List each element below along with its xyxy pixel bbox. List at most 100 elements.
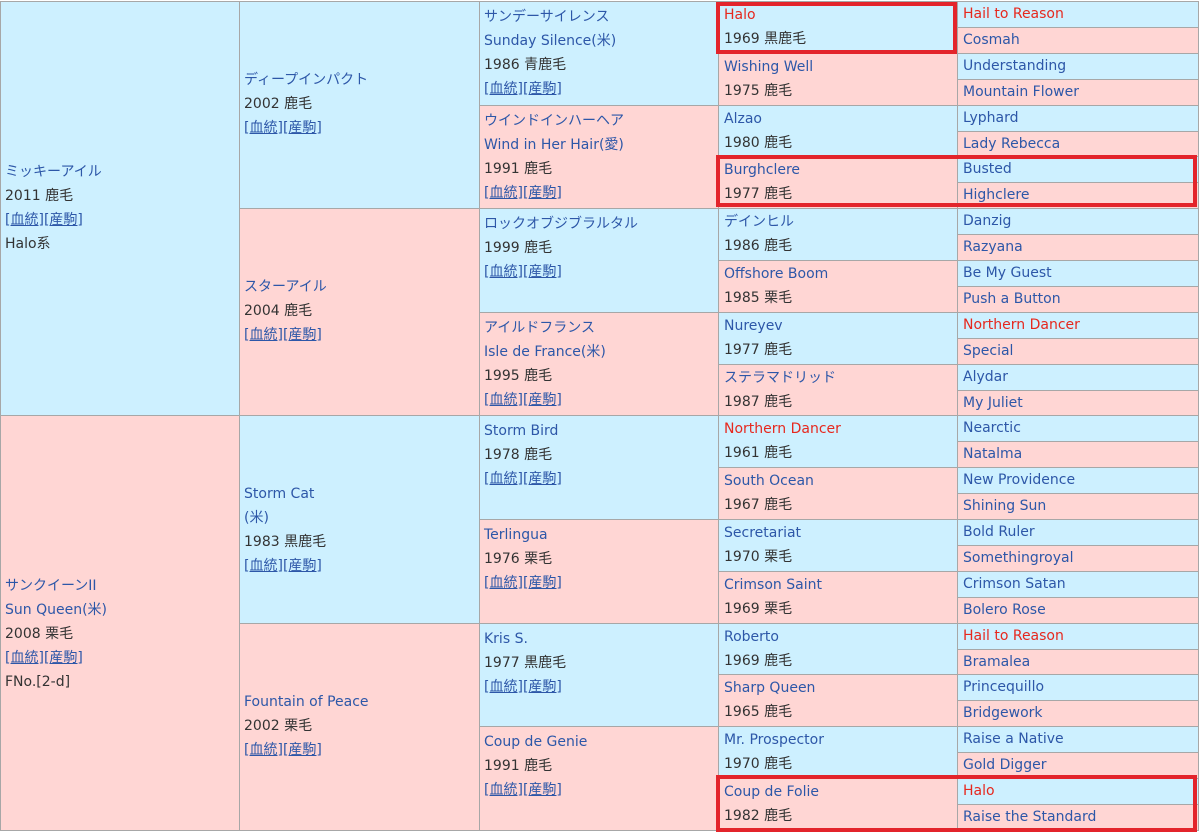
horse-name[interactable]: ディープインパクト bbox=[244, 72, 369, 88]
horse-name[interactable]: Fountain of Peace bbox=[244, 694, 369, 710]
horse-name[interactable]: Shining Sun bbox=[963, 498, 1047, 514]
horse-name[interactable]: Northern Dancer bbox=[963, 317, 1080, 333]
horse-name[interactable]: Coup de Folie bbox=[724, 784, 820, 800]
horse-name[interactable]: ステラマドリッド bbox=[724, 370, 836, 386]
horse-name[interactable]: ロックオブジブラルタル bbox=[484, 216, 638, 232]
pedigree-links: [血統][産駒] bbox=[480, 467, 718, 491]
horse-name[interactable]: My Juliet bbox=[963, 395, 1023, 411]
horse-name[interactable]: Crimson Satan bbox=[963, 576, 1066, 592]
horse-name[interactable]: Hail to Reason bbox=[963, 628, 1064, 644]
pedigree-link[interactable]: [血統] bbox=[5, 650, 44, 666]
horse-name[interactable]: Alzao bbox=[724, 111, 762, 127]
horse-name[interactable]: Storm Bird bbox=[484, 423, 559, 439]
horse-name[interactable]: Mountain Flower bbox=[963, 84, 1079, 100]
progeny-link[interactable]: [産駒] bbox=[522, 575, 562, 591]
pedigree-link[interactable]: [血統] bbox=[484, 81, 523, 97]
horse-alt-name[interactable]: Isle de France(米) bbox=[484, 344, 606, 360]
progeny-link[interactable]: [産駒] bbox=[282, 558, 322, 574]
horse-name[interactable]: スターアイル bbox=[244, 279, 327, 295]
pedigree-link[interactable]: [血統] bbox=[484, 185, 523, 201]
horse-name[interactable]: Alydar bbox=[963, 369, 1008, 385]
horse-name[interactable]: Terlingua bbox=[484, 527, 548, 543]
horse-name[interactable]: Coup de Genie bbox=[484, 734, 588, 750]
progeny-link[interactable]: [産駒] bbox=[522, 392, 562, 408]
horse-name[interactable]: Offshore Boom bbox=[724, 266, 829, 282]
horse-name[interactable]: Crimson Saint bbox=[724, 577, 822, 593]
horse-name[interactable]: Danzig bbox=[963, 213, 1012, 229]
horse-alt-name[interactable]: Wind in Her Hair(愛) bbox=[484, 137, 624, 153]
progeny-link[interactable]: [産駒] bbox=[522, 471, 562, 487]
pedigree-link[interactable]: [血統] bbox=[484, 782, 523, 798]
progeny-link[interactable]: [産駒] bbox=[282, 327, 322, 343]
pedigree-link[interactable]: [血統] bbox=[244, 327, 283, 343]
horse-name[interactable]: Bolero Rose bbox=[963, 602, 1046, 618]
progeny-link[interactable]: [産駒] bbox=[522, 679, 562, 695]
pedigree-link[interactable]: [血統] bbox=[484, 575, 523, 591]
horse-name[interactable]: Storm Cat bbox=[244, 486, 315, 502]
horse-name[interactable]: Understanding bbox=[963, 58, 1067, 74]
horse-name[interactable]: Busted bbox=[963, 161, 1012, 177]
horse-alt-name[interactable]: (米) bbox=[244, 510, 269, 526]
horse-name[interactable]: サンクイーンII bbox=[5, 578, 97, 594]
horse-name[interactable]: Nureyev bbox=[724, 318, 783, 334]
horse-name[interactable]: アイルドフランス bbox=[484, 320, 596, 336]
progeny-link[interactable]: [産駒] bbox=[43, 650, 83, 666]
horse-name[interactable]: ウインドインハーヘア bbox=[484, 113, 624, 129]
horse-name[interactable]: Bramalea bbox=[963, 654, 1031, 670]
pedigree-link[interactable]: [血統] bbox=[244, 742, 283, 758]
horse-name[interactable]: Wishing Well bbox=[724, 59, 814, 75]
horse-name[interactable]: Somethingroyal bbox=[963, 550, 1074, 566]
horse-name[interactable]: Secretariat bbox=[724, 525, 802, 541]
horse-name[interactable]: Nearctic bbox=[963, 420, 1021, 436]
progeny-link[interactable]: [産駒] bbox=[43, 212, 83, 228]
horse-name[interactable]: Be My Guest bbox=[963, 265, 1052, 281]
horse-name[interactable]: Bold Ruler bbox=[963, 524, 1035, 540]
horse-cell-gen5: Shining Sun bbox=[957, 493, 1199, 520]
progeny-link[interactable]: [産駒] bbox=[522, 185, 562, 201]
horse-name[interactable]: Burghclere bbox=[724, 162, 801, 178]
horse-name[interactable]: Hail to Reason bbox=[963, 6, 1064, 22]
horse-name[interactable]: New Providence bbox=[963, 472, 1076, 488]
horse-name[interactable]: Mr. Prospector bbox=[724, 732, 824, 748]
horse-name[interactable]: Raise the Standard bbox=[963, 809, 1097, 825]
progeny-link[interactable]: [産駒] bbox=[282, 120, 322, 136]
horse-name[interactable]: South Ocean bbox=[724, 473, 814, 489]
horse-name[interactable]: Lyphard bbox=[963, 110, 1019, 126]
progeny-link[interactable]: [産駒] bbox=[282, 742, 322, 758]
horse-cell-gen4: デインヒル 1986 鹿毛 bbox=[718, 208, 958, 261]
horse-name[interactable]: Raise a Native bbox=[963, 731, 1064, 747]
progeny-link[interactable]: [産駒] bbox=[522, 264, 562, 280]
progeny-link[interactable]: [産駒] bbox=[522, 81, 562, 97]
horse-name[interactable]: Roberto bbox=[724, 629, 779, 645]
horse-cell-gen5: Nearctic bbox=[957, 415, 1199, 442]
horse-name[interactable]: Kris S. bbox=[484, 631, 528, 647]
pedigree-link[interactable]: [血統] bbox=[484, 264, 523, 280]
horse-name[interactable]: Natalma bbox=[963, 446, 1023, 462]
horse-name[interactable]: サンデーサイレンス bbox=[484, 9, 610, 25]
horse-name[interactable]: Lady Rebecca bbox=[963, 136, 1061, 152]
horse-name[interactable]: Bridgework bbox=[963, 705, 1043, 721]
horse-name[interactable]: Princequillo bbox=[963, 679, 1045, 695]
horse-name[interactable]: Special bbox=[963, 343, 1014, 359]
horse-name[interactable]: Highclere bbox=[963, 187, 1030, 203]
pedigree-link[interactable]: [血統] bbox=[484, 392, 523, 408]
horse-name[interactable]: Sharp Queen bbox=[724, 680, 816, 696]
horse-name[interactable]: Halo bbox=[963, 783, 995, 799]
progeny-link[interactable]: [産駒] bbox=[522, 782, 562, 798]
horse-name[interactable]: Gold Digger bbox=[963, 757, 1047, 773]
horse-name[interactable]: Push a Button bbox=[963, 291, 1061, 307]
horse-name[interactable]: Halo bbox=[724, 7, 756, 23]
horse-name[interactable]: デインヒル bbox=[724, 214, 794, 230]
pedigree-link[interactable]: [血統] bbox=[244, 120, 283, 136]
pedigree-link[interactable]: [血統] bbox=[484, 679, 523, 695]
horse-alt-name[interactable]: Sunday Silence(米) bbox=[484, 33, 617, 49]
horse-name[interactable]: Northern Dancer bbox=[724, 421, 841, 437]
horse-name[interactable]: Cosmah bbox=[963, 32, 1020, 48]
pedigree-link[interactable]: [血統] bbox=[5, 212, 44, 228]
pedigree-link[interactable]: [血統] bbox=[484, 471, 523, 487]
pedigree-links: [血統][産駒] bbox=[240, 116, 479, 140]
horse-name[interactable]: ミッキーアイル bbox=[5, 164, 102, 180]
pedigree-link[interactable]: [血統] bbox=[244, 558, 283, 574]
horse-alt-name[interactable]: Sun Queen(米) bbox=[5, 602, 107, 618]
horse-name[interactable]: Razyana bbox=[963, 239, 1023, 255]
